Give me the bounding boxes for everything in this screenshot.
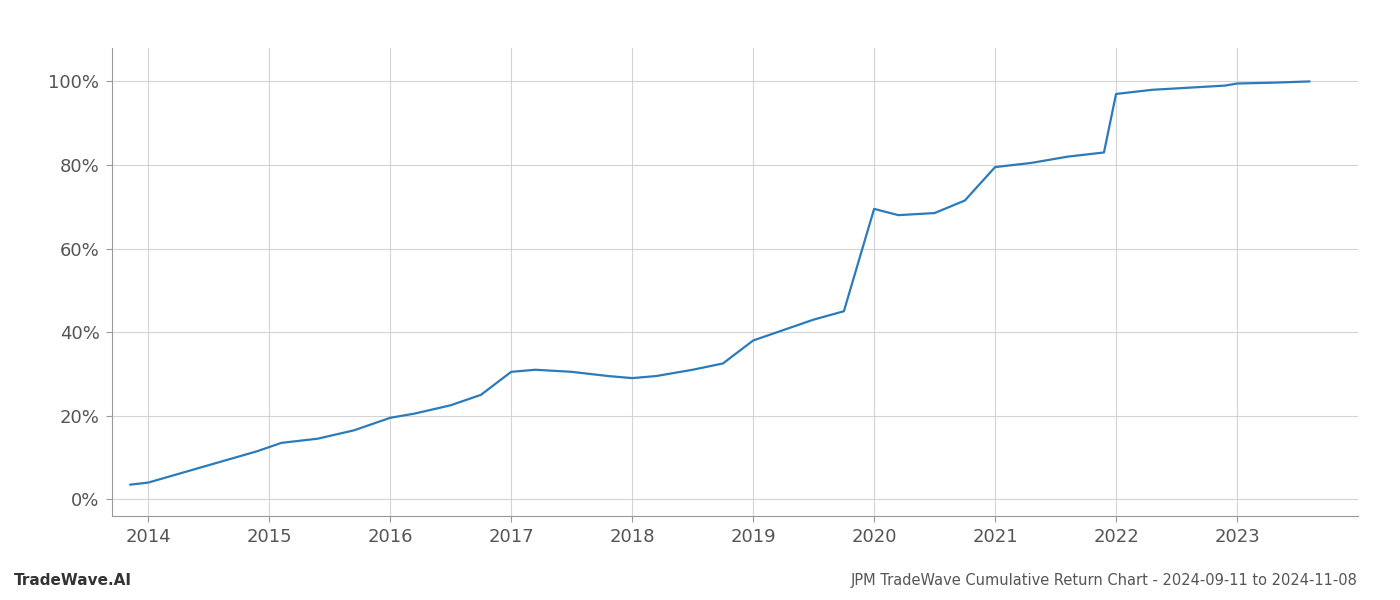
Text: JPM TradeWave Cumulative Return Chart - 2024-09-11 to 2024-11-08: JPM TradeWave Cumulative Return Chart - … <box>851 573 1358 588</box>
Text: TradeWave.AI: TradeWave.AI <box>14 573 132 588</box>
